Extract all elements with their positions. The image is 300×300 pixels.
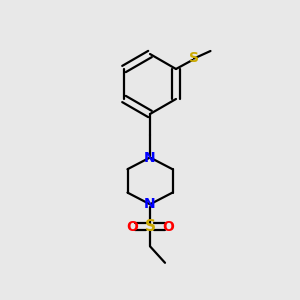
Text: S: S (189, 52, 199, 65)
Text: N: N (144, 197, 156, 211)
Text: O: O (162, 220, 174, 234)
Text: N: N (144, 151, 156, 164)
Text: O: O (126, 220, 138, 234)
Text: S: S (145, 219, 155, 234)
